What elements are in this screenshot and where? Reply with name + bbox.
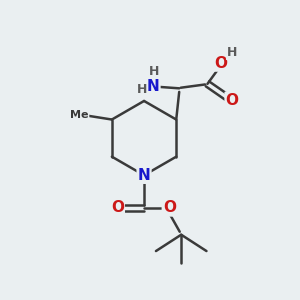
Text: H: H [227,46,237,59]
Text: O: O [214,56,227,70]
Text: N: N [138,168,150,183]
Text: H: H [149,65,160,78]
Text: O: O [111,200,124,215]
Text: O: O [226,93,238,108]
Text: N: N [147,79,159,94]
Text: H: H [136,83,147,96]
Text: Me: Me [70,110,88,120]
Text: O: O [163,200,176,215]
